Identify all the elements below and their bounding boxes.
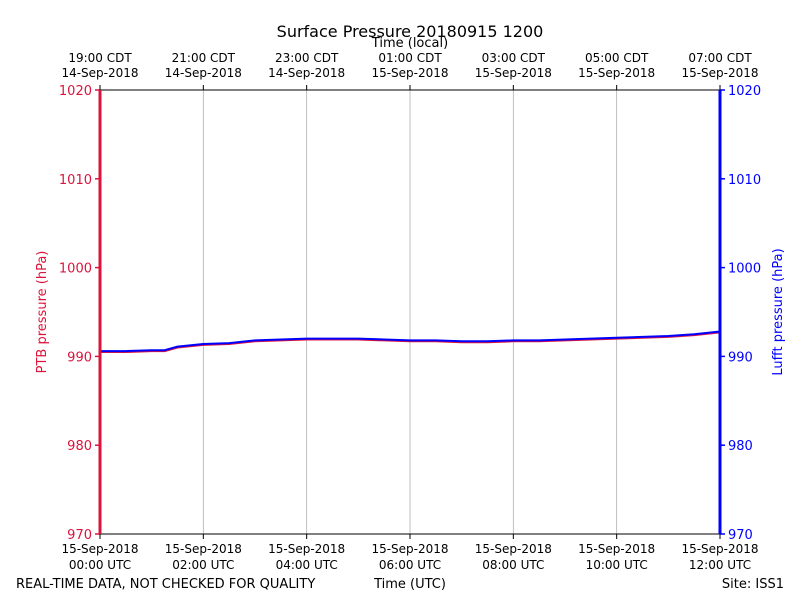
x-tick-top-time: 07:00 CDT bbox=[688, 51, 752, 65]
x-tick-top-date: 15-Sep-2018 bbox=[371, 66, 448, 80]
x-tick-bottom-date: 15-Sep-2018 bbox=[61, 542, 138, 556]
x-tick-bottom-time: 10:00 UTC bbox=[586, 558, 648, 572]
tick-layer: 970 970 980 980 990 990 1000 1000 1010 1010 1020 10… bbox=[59, 51, 761, 572]
top-axis-label: Time (local) bbox=[371, 36, 448, 51]
x-axis-label: Time (UTC) bbox=[373, 577, 446, 592]
x-tick-bottom-time: 04:00 UTC bbox=[276, 558, 338, 572]
x-tick-bottom-date: 15-Sep-2018 bbox=[165, 542, 242, 556]
x-tick-bottom-date: 15-Sep-2018 bbox=[475, 542, 552, 556]
x-tick-top-time: 21:00 CDT bbox=[172, 51, 236, 65]
x-tick-bottom-date: 15-Sep-2018 bbox=[268, 542, 345, 556]
x-tick-bottom-time: 12:00 UTC bbox=[689, 558, 751, 572]
y-tick-right-label: 1020 bbox=[728, 84, 761, 99]
x-tick-top-time: 01:00 CDT bbox=[378, 51, 442, 65]
y-tick-left-label: 1010 bbox=[59, 173, 92, 188]
quality-notice: REAL-TIME DATA, NOT CHECKED FOR QUALITY bbox=[16, 577, 315, 592]
x-tick-bottom-time: 00:00 UTC bbox=[69, 558, 131, 572]
y-tick-right-label: 1000 bbox=[728, 262, 761, 277]
x-tick-top-date: 15-Sep-2018 bbox=[475, 66, 552, 80]
y-tick-right-label: 980 bbox=[728, 439, 753, 454]
series-layer bbox=[100, 330, 721, 353]
x-tick-top-time: 03:00 CDT bbox=[482, 51, 546, 65]
x-tick-top-date: 14-Sep-2018 bbox=[165, 66, 242, 80]
x-tick-bottom-date: 15-Sep-2018 bbox=[681, 542, 758, 556]
y-axis-label-right: Lufft pressure (hPa) bbox=[771, 248, 786, 375]
y-tick-left-label: 990 bbox=[67, 350, 92, 365]
y-tick-right-label: 990 bbox=[728, 350, 753, 365]
x-tick-bottom-time: 06:00 UTC bbox=[379, 558, 441, 572]
x-tick-top-date: 15-Sep-2018 bbox=[681, 66, 758, 80]
x-tick-top-time: 05:00 CDT bbox=[585, 51, 649, 65]
series-line-lufft bbox=[100, 330, 721, 353]
x-tick-top-date: 14-Sep-2018 bbox=[268, 66, 345, 80]
x-tick-top-time: 23:00 CDT bbox=[275, 51, 339, 65]
chart-title: Surface Pressure 20180915 1200 bbox=[277, 22, 544, 41]
x-tick-top-date: 14-Sep-2018 bbox=[61, 66, 138, 80]
x-tick-bottom-date: 15-Sep-2018 bbox=[371, 542, 448, 556]
x-tick-bottom-time: 02:00 UTC bbox=[172, 558, 234, 572]
y-tick-left-label: 1000 bbox=[59, 262, 92, 277]
y-tick-left-label: 980 bbox=[67, 439, 92, 454]
y-tick-left-label: 970 bbox=[67, 528, 92, 543]
y-axis-label-left: PTB pressure (hPa) bbox=[35, 251, 50, 374]
grid-layer bbox=[202, 90, 618, 534]
y-tick-right-label: 970 bbox=[728, 528, 753, 543]
site-label: Site: ISS1 bbox=[722, 577, 784, 592]
x-tick-top-time: 19:00 CDT bbox=[68, 51, 132, 65]
y-tick-left-label: 1020 bbox=[59, 84, 92, 99]
x-tick-bottom-date: 15-Sep-2018 bbox=[578, 542, 655, 556]
y-tick-right-label: 1010 bbox=[728, 173, 761, 188]
x-tick-top-date: 15-Sep-2018 bbox=[578, 66, 655, 80]
x-tick-bottom-time: 08:00 UTC bbox=[482, 558, 544, 572]
